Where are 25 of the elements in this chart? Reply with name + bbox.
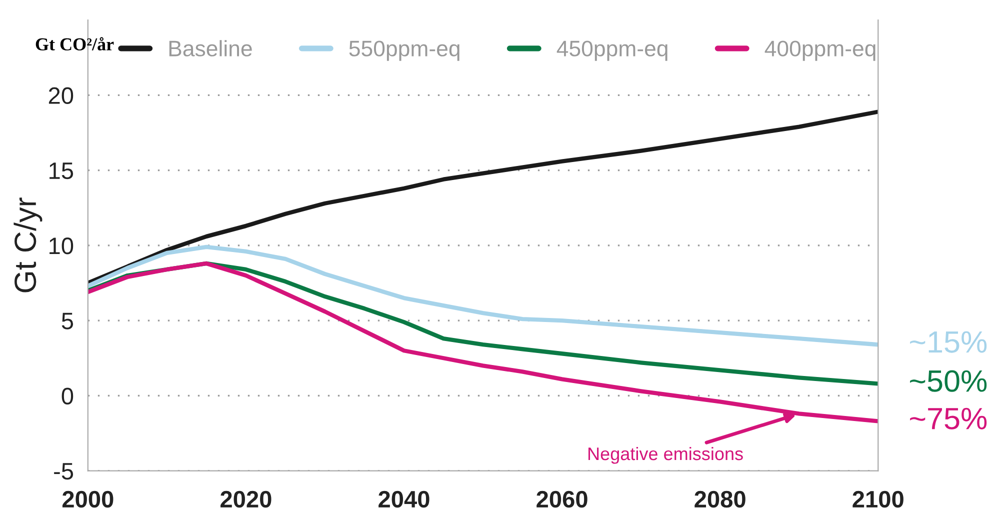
x-tick-label: 2020 (220, 490, 272, 508)
x-tick-label: 2040 (378, 490, 430, 508)
y-tick-label: -5 (54, 463, 74, 480)
x-tick-label: 2100 (852, 490, 904, 508)
y-tick-label: 20 (48, 87, 74, 104)
x-tick-label: 2080 (694, 490, 746, 508)
annotation: Negative emissions (588, 446, 743, 464)
legend-label: Baseline (169, 40, 252, 56)
legend-label: 450ppm-eq (556, 40, 668, 61)
legend-label: 400ppm-eq (764, 40, 876, 61)
y-tick-label: 0 (62, 388, 74, 404)
text: ~15% (910, 331, 987, 353)
y-axis-title: Gt C/yr (14, 198, 42, 292)
text: ~50% (910, 370, 987, 392)
line-series (88, 110, 878, 286)
y-tick-label: 15 (50, 162, 74, 180)
y-tick-label: 10 (50, 238, 74, 254)
annotation: Gt CO²/år (36, 37, 114, 50)
legend-label: 550ppm-eq (349, 40, 460, 61)
y-tick-label: 5 (62, 312, 74, 330)
line-series (88, 244, 878, 347)
x-tick-label: 2060 (536, 490, 588, 508)
text: ~75% (910, 408, 987, 430)
x-tick-label: 2000 (62, 490, 114, 508)
line-series (88, 261, 878, 424)
